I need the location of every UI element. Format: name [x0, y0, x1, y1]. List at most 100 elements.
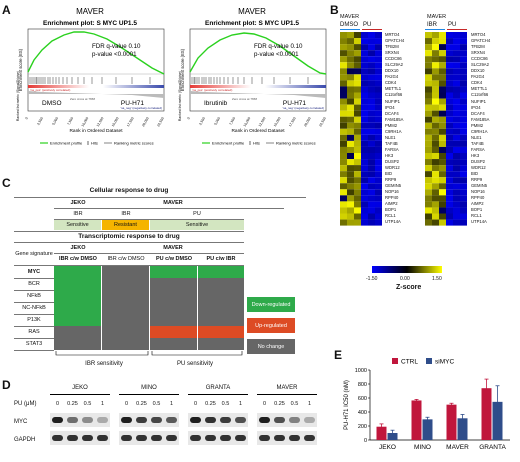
heatmap-cell: [460, 38, 467, 45]
signature-label: MYC: [27, 268, 41, 275]
x-tick: 10,000: [81, 116, 90, 127]
heatmap-cell: [432, 134, 439, 141]
heatmap-cell: [432, 38, 439, 45]
heatmap-cell: [340, 32, 347, 39]
heatmap-cell: [453, 219, 460, 226]
heatmap-cell: [368, 74, 375, 81]
blot-band: [82, 435, 93, 441]
ibr-sensitivity-label: IBR sensitivity: [85, 361, 123, 367]
heatmap-cell: [432, 165, 439, 172]
transcriptomic-title: Transcriptomic response to drug: [78, 233, 180, 240]
bar-simyc: [492, 401, 503, 440]
heatmap-cell: [340, 86, 347, 93]
heatmap-cell: [375, 44, 382, 51]
heatmap-cell: [354, 122, 361, 129]
heatmap-cell: [453, 153, 460, 160]
x-tick: 5,000: [213, 116, 221, 125]
heatmap-cell: [354, 201, 361, 208]
heatmap-cell: [425, 56, 432, 63]
heatmap-cell: [368, 38, 375, 45]
gene-label: NOP16: [471, 189, 485, 195]
heatmap-cell: [453, 177, 460, 184]
heatmap-cell: [354, 165, 361, 172]
heatmap-cell: [460, 201, 467, 208]
pos-label: 'na_pos' (positively correlated): [192, 88, 232, 92]
gene-label: FAM185A: [385, 116, 404, 122]
dose-label: 0: [124, 401, 129, 407]
heatmap-cell: [340, 140, 347, 147]
ic50-bar-chart: CTRL siMYC PU-H71 IC50 (nM) 0 200 400 600 80…: [344, 358, 510, 451]
heatmap-cell: [446, 116, 453, 123]
heatmap-cell: [340, 122, 347, 129]
x-tick: 2,500: [36, 116, 44, 125]
gene-label: NUFIP1: [471, 98, 486, 104]
heatmap-cell: [425, 80, 432, 87]
gene-label: BOP1: [385, 207, 397, 213]
heatmap-cell: [361, 68, 368, 75]
heatmap-cell: [425, 86, 432, 93]
heatmap-cell: [460, 122, 467, 129]
heatmap-cell: [347, 86, 354, 93]
gsea-left-label: Ibrutinib: [204, 100, 228, 107]
enrichment-curve: [27, 31, 165, 75]
heatmap-cell: [361, 86, 368, 93]
blot-band: [82, 417, 93, 423]
heatmap-cell: [439, 56, 446, 63]
dose-label: 0: [55, 401, 60, 407]
gene-label: METTL1: [385, 86, 402, 92]
heatmap-cell: [340, 56, 347, 63]
heatmap-cell: [347, 134, 354, 141]
heatmap-cell: [368, 128, 375, 135]
gene-label: PA2G4: [471, 74, 485, 80]
heatmap-cell: [425, 146, 432, 153]
y-tick-label: 0: [364, 438, 367, 444]
heatmap-cell: [354, 177, 361, 184]
blot-band: [259, 417, 270, 423]
x-tick: 10,000: [243, 116, 252, 127]
dose-label: 1: [169, 401, 174, 407]
heatmap-cell: [453, 201, 460, 208]
heatmap-cell: [453, 62, 460, 69]
heatmap-cell: [340, 171, 347, 178]
heatmap-cell: [347, 38, 354, 45]
heatmap-cell: [375, 122, 382, 129]
gene-label: FARSA: [385, 146, 399, 152]
bar-simyc: [387, 433, 398, 440]
heatmap-cell: [361, 165, 368, 172]
heatmap-cell: [340, 153, 347, 160]
heatmap-cell: [368, 122, 375, 129]
heatmap-cell: [432, 86, 439, 93]
heatmap-cell: [425, 183, 432, 190]
heatmap-cell: [368, 183, 375, 190]
myc-blot-strip: [257, 413, 317, 427]
blot-band: [97, 417, 108, 423]
heatmap-cell: [354, 50, 361, 57]
heatmap-cell: [347, 140, 354, 147]
heatmap-cell: [368, 140, 375, 147]
gene-label: HK3: [471, 152, 480, 158]
sensitive-cell-2: Sensitive: [150, 220, 244, 230]
resistant-cell: Resistant: [102, 220, 149, 230]
heatmap-cell: [368, 195, 375, 202]
heatmap-cell: [439, 80, 446, 87]
heatmap-cell: [453, 56, 460, 63]
gene-label: DDX10: [471, 68, 485, 74]
heatmap-cell: [361, 50, 368, 57]
dose-label: 1: [307, 401, 312, 407]
scale-mid: 0.00: [400, 276, 410, 282]
heatmap-cell: [453, 50, 460, 57]
heatmap-cell: [460, 104, 467, 111]
gene-label: RPP40: [471, 195, 485, 201]
blot-band: [304, 435, 315, 441]
maver-header: MAVER: [163, 199, 183, 206]
heatmap-cell: [439, 146, 446, 153]
heatmap-cell: [361, 122, 368, 129]
heatmap-cell: [446, 128, 453, 135]
heatmap-cell: [460, 92, 467, 99]
heatmap-cell: [368, 68, 375, 75]
heatmap-cell: [453, 146, 460, 153]
y-label2: Ranked list metric (Signal2Noise): [16, 71, 20, 121]
gene-label: GPATCH4: [385, 38, 405, 44]
heatmap-cell: [347, 80, 354, 87]
heatmap-cell: [453, 116, 460, 123]
